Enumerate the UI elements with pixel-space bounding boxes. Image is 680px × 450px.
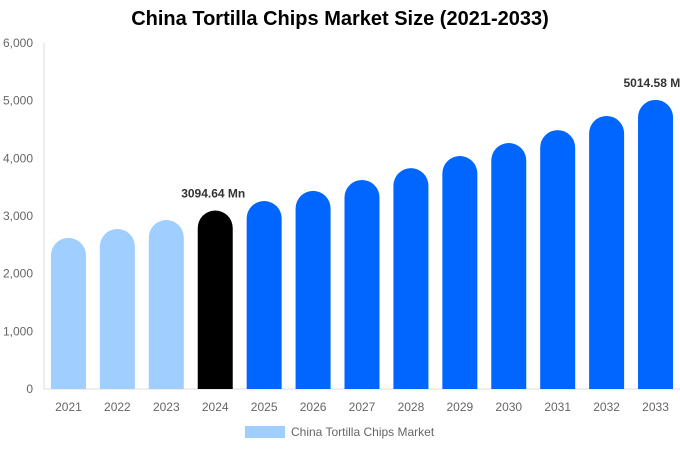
- x-tick-label: 2029: [446, 400, 473, 414]
- chart-title: China Tortilla Chips Market Size (2021-2…: [131, 8, 549, 30]
- y-tick-label: 6,000: [3, 36, 33, 50]
- x-tick-label: 2027: [349, 400, 376, 414]
- bar-2023: [148, 220, 184, 389]
- y-tick-label: 1,000: [3, 324, 33, 338]
- bar-2033: [638, 99, 674, 389]
- y-tick-label: 3,000: [3, 209, 33, 223]
- y-tick-label: 4,000: [3, 151, 33, 165]
- bar-2030: [491, 143, 527, 389]
- y-tick-label: 5,000: [3, 94, 33, 108]
- bar-2021: [50, 237, 86, 389]
- legend[interactable]: China Tortilla Chips Market: [245, 425, 434, 439]
- bar-2028: [393, 168, 429, 389]
- x-tick-label: 2033: [642, 400, 669, 414]
- x-tick-label: 2032: [593, 400, 620, 414]
- y-tick-label: 0: [26, 382, 33, 396]
- bar-2024: [197, 210, 233, 389]
- x-tick-label: 2023: [153, 400, 180, 414]
- x-tick-label: 2025: [251, 400, 278, 414]
- bar-2025: [246, 201, 282, 389]
- x-tick-label: 2028: [398, 400, 425, 414]
- bar-2022: [99, 228, 135, 389]
- x-tick-label: 2031: [544, 400, 571, 414]
- data-label-2033: 5014.58 Mn: [624, 76, 680, 90]
- bar-2032: [589, 115, 625, 389]
- x-tick-label: 2022: [104, 400, 131, 414]
- x-tick-label: 2030: [495, 400, 522, 414]
- bar-2026: [295, 190, 331, 389]
- x-tick-label: 2026: [300, 400, 327, 414]
- y-tick-label: 2,000: [3, 267, 33, 281]
- data-label-2024: 3094.64 Mn: [181, 187, 245, 201]
- legend-swatch: [245, 426, 285, 438]
- bar-2029: [442, 156, 478, 389]
- legend-label: China Tortilla Chips Market: [291, 425, 435, 439]
- bar-2027: [344, 179, 380, 389]
- x-tick-label: 2021: [55, 400, 82, 414]
- x-tick-label: 2024: [202, 400, 229, 414]
- bar-2031: [540, 130, 576, 389]
